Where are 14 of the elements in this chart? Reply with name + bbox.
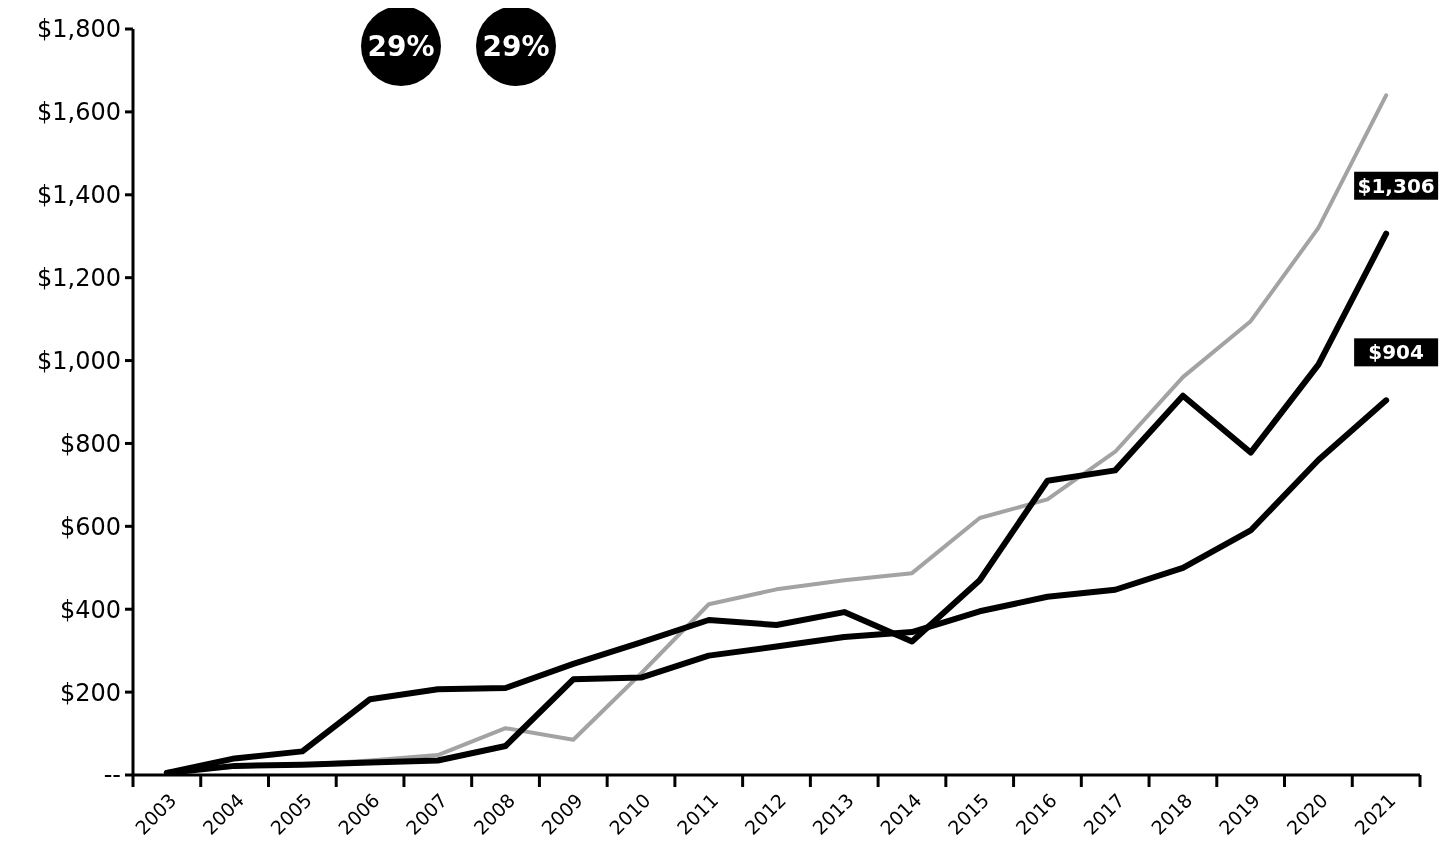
y-tick-label: $1,600 bbox=[37, 98, 121, 127]
annotation: 29% bbox=[367, 29, 435, 63]
y-tick-label: $1,000 bbox=[37, 346, 121, 375]
data-label: $1,306 bbox=[1357, 173, 1435, 198]
y-tick-label: $1,200 bbox=[37, 264, 121, 293]
y-tick-label: $400 bbox=[59, 595, 121, 624]
annotation: 29% bbox=[482, 29, 550, 63]
y-tick-label: $200 bbox=[59, 678, 121, 707]
y-tick-label: $1,400 bbox=[37, 181, 121, 210]
data-label: $904 bbox=[1368, 340, 1424, 365]
y-tick-label: $600 bbox=[59, 512, 121, 541]
y-tick-label: -- bbox=[103, 761, 121, 790]
y-tick-label: $1,800 bbox=[37, 15, 121, 44]
y-tick-label: $800 bbox=[59, 429, 121, 458]
